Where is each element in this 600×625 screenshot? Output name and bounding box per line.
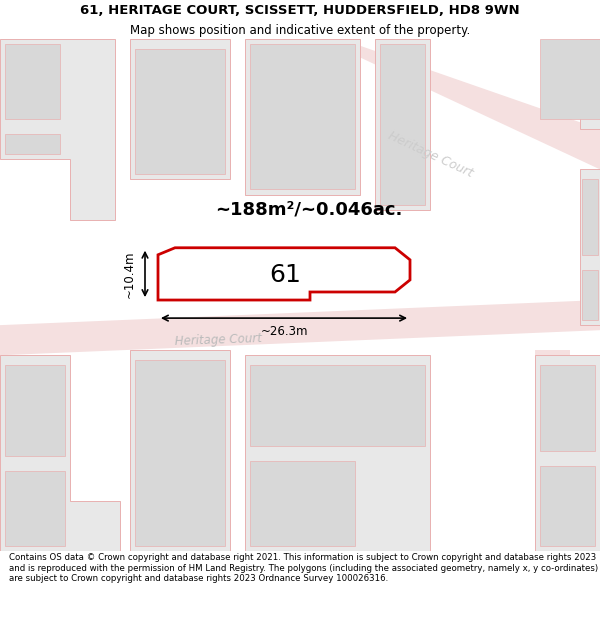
Polygon shape — [375, 39, 430, 209]
Text: 61: 61 — [269, 263, 301, 287]
Text: Map shows position and indicative extent of the property.: Map shows position and indicative extent… — [130, 24, 470, 37]
Polygon shape — [5, 471, 65, 546]
Polygon shape — [135, 361, 225, 546]
Polygon shape — [0, 355, 120, 551]
Polygon shape — [580, 39, 600, 129]
Polygon shape — [582, 179, 598, 255]
Polygon shape — [540, 466, 595, 546]
Polygon shape — [130, 350, 230, 551]
Polygon shape — [135, 49, 225, 174]
Text: ~10.4m: ~10.4m — [122, 250, 136, 298]
Polygon shape — [5, 134, 60, 154]
Text: ~26.3m: ~26.3m — [260, 324, 308, 338]
Polygon shape — [540, 366, 595, 451]
Text: Heritage Court: Heritage Court — [175, 332, 263, 348]
Polygon shape — [245, 39, 360, 194]
Polygon shape — [245, 355, 430, 551]
Polygon shape — [250, 461, 355, 546]
Polygon shape — [582, 270, 598, 320]
Polygon shape — [130, 39, 230, 179]
Polygon shape — [250, 366, 425, 446]
Text: Contains OS data © Crown copyright and database right 2021. This information is : Contains OS data © Crown copyright and d… — [9, 554, 598, 583]
Polygon shape — [320, 39, 600, 169]
Polygon shape — [535, 350, 570, 551]
Polygon shape — [250, 44, 355, 189]
Text: ~188m²/~0.046ac.: ~188m²/~0.046ac. — [215, 201, 403, 219]
Polygon shape — [380, 44, 425, 204]
Text: 61, HERITAGE COURT, SCISSETT, HUDDERSFIELD, HD8 9WN: 61, HERITAGE COURT, SCISSETT, HUDDERSFIE… — [80, 4, 520, 18]
Text: Heritage Court: Heritage Court — [386, 129, 475, 179]
Polygon shape — [580, 169, 600, 325]
Polygon shape — [535, 355, 600, 551]
Polygon shape — [158, 248, 410, 300]
Polygon shape — [0, 300, 600, 355]
Polygon shape — [0, 39, 115, 219]
Polygon shape — [540, 39, 600, 119]
Polygon shape — [5, 44, 60, 119]
Polygon shape — [5, 366, 65, 456]
